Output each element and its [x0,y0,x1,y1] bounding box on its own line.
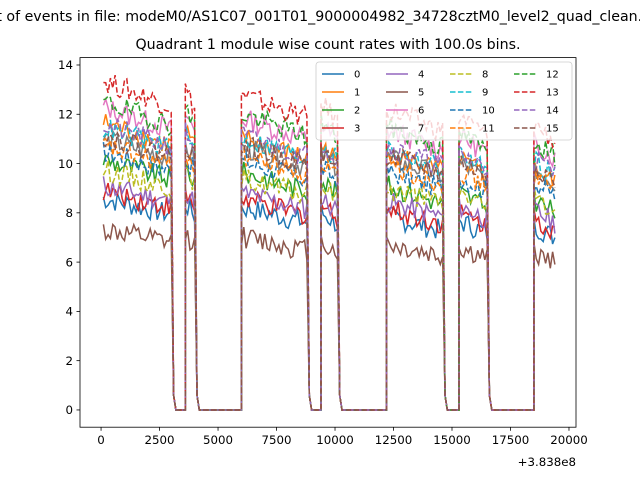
x-tick-label: 15000 [433,433,471,447]
y-tick-label: 2 [65,354,73,368]
y-tick-label: 6 [65,255,73,269]
legend-label: 14 [546,106,559,117]
legend-label: 0 [354,70,360,81]
x-tick-label: 2500 [145,433,175,447]
legend-label: 11 [482,124,495,135]
y-tick-label: 0 [65,403,73,417]
x-axis: 0 2500 5000 7500 10000 12500 15000 17500 20000 [97,427,588,447]
legend-label: 9 [482,88,488,99]
x-axis-offset-label: +3.838e8 [518,455,576,469]
legend-label: 10 [482,106,495,117]
legend-label: 6 [418,106,424,117]
x-tick-label: 0 [97,433,105,447]
y-tick-label: 8 [65,206,73,220]
legend-label: 12 [546,70,559,81]
legend-label: 4 [418,70,424,81]
legend-label: 7 [418,124,424,135]
series-line-15 [102,130,556,411]
x-tick-label: 7500 [262,433,292,447]
y-tick-label: 14 [58,58,73,72]
legend-label: 13 [546,88,559,99]
legend-label: 2 [354,106,360,117]
x-tick-label: 12500 [375,433,413,447]
legend-label: 1 [354,88,360,99]
legend-label: 8 [482,70,488,81]
legend-box [315,61,573,141]
y-axis: 0 2 4 6 8 10 12 14 [58,58,80,417]
x-tick-label: 5000 [203,433,233,447]
plot-frame [79,57,577,428]
x-tick-label: 20000 [550,433,588,447]
legend-label: 5 [418,88,424,99]
legend-label: 15 [546,124,559,135]
legend-label: 3 [354,124,360,135]
x-tick-label: 10000 [316,433,354,447]
x-tick-label: 17500 [492,433,530,447]
y-tick-label: 12 [58,107,73,121]
series-line-10 [102,142,556,411]
y-tick-label: 4 [65,305,73,319]
y-tick-label: 10 [58,157,73,171]
figure-suptitle: Plot of events in file: modeM0/AS1C07_00… [0,9,640,25]
chart-title: Quadrant 1 module wise count rates with … [135,37,520,53]
